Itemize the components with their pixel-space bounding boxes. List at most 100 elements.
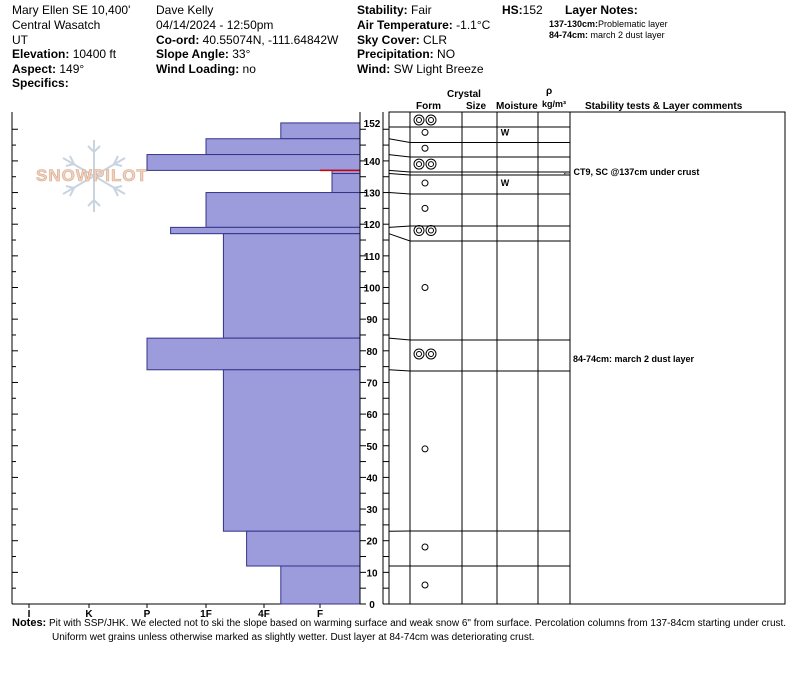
elevation-label: Elevation:	[12, 47, 70, 61]
layer-boundary	[388, 173, 570, 176]
notes-label: Notes:	[12, 617, 47, 629]
hardness-layer-bar	[146, 154, 361, 171]
observer: Dave Kelly	[156, 3, 214, 17]
grain-form-icon	[425, 225, 437, 237]
notes-text: Pit with SSP/JHK. We elected not to ski …	[49, 618, 787, 629]
snowflake-icon	[62, 140, 126, 212]
hardness-layer-bar	[246, 530, 361, 567]
grain-form-icon	[425, 114, 437, 126]
grain-form-icon	[416, 117, 422, 123]
notes-line-2: Uniform wet grains unless otherwise mark…	[52, 632, 535, 643]
range: Central Wasatch	[12, 18, 101, 32]
wind-loading-label: Wind Loading:	[156, 62, 240, 76]
depth-label-130: 130	[364, 189, 381, 200]
grain-form-icon	[421, 204, 429, 212]
grain-form-icon	[413, 158, 425, 170]
grain-form-icon	[425, 348, 437, 360]
depth-label-50: 50	[366, 442, 378, 453]
grain-form-icon	[421, 445, 429, 453]
stability-comments-header: Stability tests & Layer comments	[585, 101, 743, 112]
depth-label-120: 120	[364, 220, 381, 231]
coord-label: Co-ord:	[156, 33, 200, 47]
sky-label: Sky Cover:	[357, 33, 420, 47]
hardness-label-I: I	[28, 609, 31, 620]
layer-boundary	[388, 138, 570, 143]
elevation-value: 10400 ft	[72, 47, 117, 61]
depth-label-100: 100	[364, 284, 381, 295]
slope-value: 33°	[232, 47, 251, 61]
grain-form-icon	[428, 117, 434, 123]
depth-label-60: 60	[366, 410, 378, 421]
comments-frame	[569, 111, 786, 605]
stability-label: Stability:	[357, 3, 408, 17]
depth-label-20: 20	[366, 537, 378, 548]
depth-label-30: 30	[366, 505, 378, 516]
hardness-layer-bar	[331, 173, 361, 194]
hardness-layer-bar	[205, 192, 361, 228]
wind-label: Wind:	[357, 62, 391, 76]
layer-note-text: march 2 dust layer	[590, 30, 665, 40]
grain-form-icon	[413, 225, 425, 237]
air-temperature: Air Temperature: -1.1°C	[357, 18, 490, 32]
grain-form-icon	[416, 227, 422, 234]
stability: Stability: Fair	[357, 3, 432, 17]
grain-form-icon	[421, 179, 429, 187]
hardness-layer-bar	[170, 226, 361, 235]
layer-notes-title: Layer Notes:	[565, 3, 638, 17]
hardness-layer-bar	[205, 138, 361, 156]
rho-header: ρ	[546, 86, 553, 97]
hardness-label-K: K	[85, 609, 93, 620]
grain-form-icon	[421, 128, 429, 136]
layer-boundary	[388, 369, 570, 372]
hardness-label-P: P	[144, 609, 151, 620]
grain-form-icon	[416, 161, 422, 168]
hs-value: 152	[522, 3, 543, 17]
depth-label-90: 90	[366, 315, 378, 326]
depth-label-140: 140	[364, 157, 381, 168]
wind-loading: Wind Loading: no	[156, 62, 256, 76]
elevation: Elevation: 10400 ft	[12, 47, 116, 61]
size-header: Size	[466, 101, 487, 112]
snow-height: HS:152	[502, 3, 543, 17]
hs-label: HS:	[502, 3, 523, 17]
grain-form-icon	[428, 227, 434, 234]
crystal-header: Crystal	[447, 89, 481, 100]
grain-form-icon	[413, 348, 425, 360]
layer-boundary	[388, 154, 570, 158]
hardness-label-4F: 4F	[258, 609, 270, 620]
grain-form-icon	[413, 114, 425, 126]
air-temp-value: -1.1°C	[456, 18, 491, 32]
grain-form-icon	[421, 543, 429, 551]
layer-boundary	[388, 337, 570, 341]
layer-note-2: 84-74cm: march 2 dust layer	[549, 30, 665, 41]
aspect-label: Aspect:	[12, 62, 57, 76]
logo-text: SNOWPILOT	[36, 166, 148, 185]
moisture-header: Moisture	[496, 101, 538, 112]
depth-label-152: 152	[364, 119, 381, 130]
layer-boundary	[388, 225, 570, 228]
hardness-layer-bar	[280, 565, 361, 605]
moisture-value: W	[501, 127, 510, 137]
aspect-value: 149°	[59, 62, 85, 76]
form-header: Form	[416, 101, 441, 112]
precip-value: NO	[437, 47, 456, 61]
coord-value: 40.55074N, -111.64842W	[202, 33, 339, 47]
sky-value: CLR	[423, 33, 448, 47]
sky-cover: Sky Cover: CLR	[357, 33, 447, 47]
grain-form-icon	[421, 581, 429, 589]
hardness-layer-bar	[146, 337, 361, 371]
grain-form-icon	[428, 161, 434, 168]
depth-label-10: 10	[366, 568, 378, 579]
datetime: 04/14/2024 - 12:50pm	[156, 18, 274, 32]
hardness-layer-bar	[280, 122, 361, 140]
hardness-layer-bar	[222, 369, 361, 532]
layer-note-range: 84-74cm:	[549, 30, 589, 40]
layer-boundary	[388, 169, 570, 173]
stability-value: Fair	[411, 3, 432, 17]
comment-text: CT9, SC @137cm under crust	[573, 167, 700, 177]
wind: Wind: SW Light Breeze	[357, 62, 484, 76]
precipitation: Precipitation: NO	[357, 47, 455, 61]
layer-boundary	[388, 233, 570, 242]
wind-value: SW Light Breeze	[393, 62, 484, 76]
